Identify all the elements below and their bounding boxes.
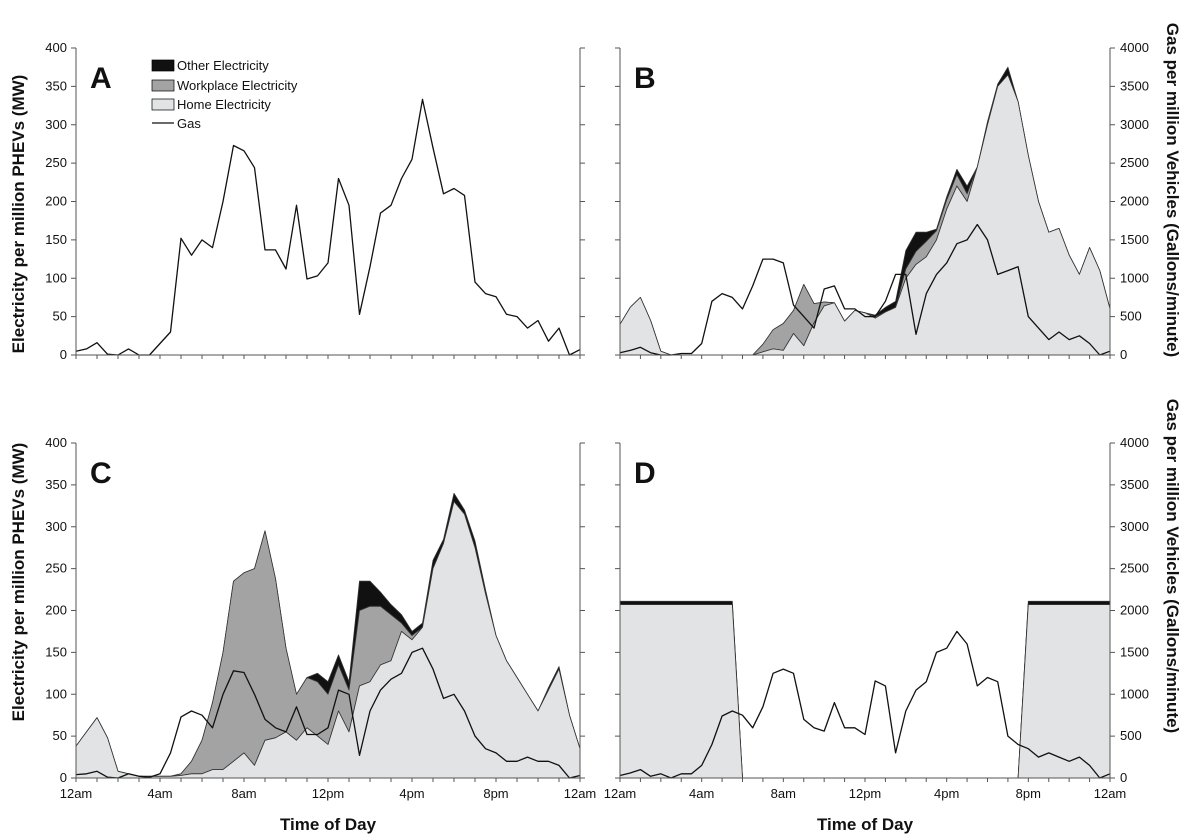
tick-label-x: 8am: [231, 786, 256, 801]
panel-letter: D: [634, 457, 656, 490]
tick-label-left: 200: [45, 603, 67, 618]
tick-label-left: 350: [45, 78, 67, 93]
tick-label-left: 250: [45, 155, 67, 170]
line-gas-panel-c: [75, 647, 581, 779]
tick-label-left: 150: [45, 232, 67, 247]
tick-label-left: 200: [45, 194, 67, 209]
panel-b: 0 500 1000 1500 2000 2500 3000 3500 4000 B: [615, 40, 1149, 362]
tick-label-right: 3500: [1120, 78, 1149, 93]
legend: Other Electricity Workplace Electricity …: [151, 58, 298, 131]
tick-label-left: 150: [45, 644, 67, 659]
right-axis-title-bottom: Gas per million Vehicles (Gallons/minute…: [1163, 399, 1182, 733]
legend-label-gas: Gas: [177, 116, 201, 131]
tick-label-right: 4000: [1120, 435, 1149, 450]
area-home-electricity-panel-d: [619, 604, 1111, 779]
tick-label-x: 4pm: [934, 786, 959, 801]
tick-label-x: 4am: [147, 786, 172, 801]
tick-label-right: 3500: [1120, 477, 1149, 492]
legend-label-other: Other Electricity: [177, 58, 269, 73]
panels: 050100150200250300350400A050010001500200…: [45, 40, 1149, 801]
tick-label-left: 400: [45, 435, 67, 450]
tick-label-right: 4000: [1120, 40, 1149, 55]
legend-swatch-home: [151, 98, 175, 111]
x-axis-title-right: Time of Day: [817, 815, 914, 834]
tick-label-right: 2000: [1120, 603, 1149, 618]
tick-label-x: 4am: [689, 786, 714, 801]
tick-label-left: 250: [45, 561, 67, 576]
panel-letter: B: [634, 62, 656, 95]
tick-label-left: 100: [45, 270, 67, 285]
tick-label-right: 2500: [1120, 561, 1149, 576]
legend-swatch-workplace: [151, 79, 175, 92]
tick-label-x: 8am: [771, 786, 796, 801]
tick-label-x: 12pm: [312, 786, 345, 801]
line-gas-panel-a: [75, 98, 581, 356]
tick-label-right: 3000: [1120, 519, 1149, 534]
tick-label-left: 0: [60, 770, 67, 785]
tick-label-left: 400: [45, 40, 67, 55]
tick-label-left: 100: [45, 686, 67, 701]
tick-label-right: 1000: [1120, 686, 1149, 701]
legend-swatch-other: [151, 59, 175, 72]
panel-letter: C: [90, 457, 112, 490]
tick-label-left: 50: [53, 728, 67, 743]
tick-label-x: 4pm: [399, 786, 424, 801]
left-axis-title-top: Electricity per million PHEVs (MW): [9, 75, 28, 354]
line-gas-panel-d: [619, 630, 1111, 779]
tick-label-right: 1000: [1120, 270, 1149, 285]
area-home-electricity-panel-b: [619, 74, 1111, 356]
legend-label-workplace: Workplace Electricity: [177, 78, 298, 93]
left-axis-title-bottom: Electricity per million PHEVs (MW): [9, 443, 28, 722]
right-axis-title-top: Gas per million Vehicles (Gallons/minute…: [1163, 23, 1182, 357]
panel-d: 0 500 1000 1500 2000 2500 3000 3500 4000 12am 4am 8…: [604, 435, 1149, 801]
tick-label-x: 8pm: [483, 786, 508, 801]
x-axis-title-left: Time of Day: [280, 815, 377, 834]
tick-label-left: 300: [45, 519, 67, 534]
tick-label-x: 12pm: [849, 786, 882, 801]
tick-label-x: 12am: [1094, 786, 1127, 801]
tick-label-right: 0: [1120, 347, 1127, 362]
tick-label-right: 2500: [1120, 155, 1149, 170]
tick-label-right: 500: [1120, 728, 1142, 743]
panel-letter: A: [90, 62, 112, 95]
tick-label-left: 300: [45, 117, 67, 132]
tick-label-x: 12am: [604, 786, 637, 801]
tick-label-right: 2000: [1120, 194, 1149, 209]
tick-label-right: 3000: [1120, 117, 1149, 132]
tick-label-left: 0: [60, 347, 67, 362]
tick-label-right: 0: [1120, 770, 1127, 785]
line-gas-panel-b: [619, 223, 1111, 356]
panel-a: 0 50 100 150 200 250 300 350 400 A: [45, 40, 585, 362]
tick-label-right: 500: [1120, 309, 1142, 324]
tick-label-x: 12am: [564, 786, 597, 801]
tick-label-left: 50: [53, 309, 67, 324]
tick-label-x: 12am: [60, 786, 93, 801]
legend-label-home: Home Electricity: [177, 97, 271, 112]
tick-label-right: 1500: [1120, 644, 1149, 659]
tick-label-x: 8pm: [1016, 786, 1041, 801]
panel-c: 0 50 100 150 200 250 300 350 400 12am 4am 8am 12pm 4p…: [45, 435, 596, 801]
tick-label-right: 1500: [1120, 232, 1149, 247]
tick-label-left: 350: [45, 477, 67, 492]
